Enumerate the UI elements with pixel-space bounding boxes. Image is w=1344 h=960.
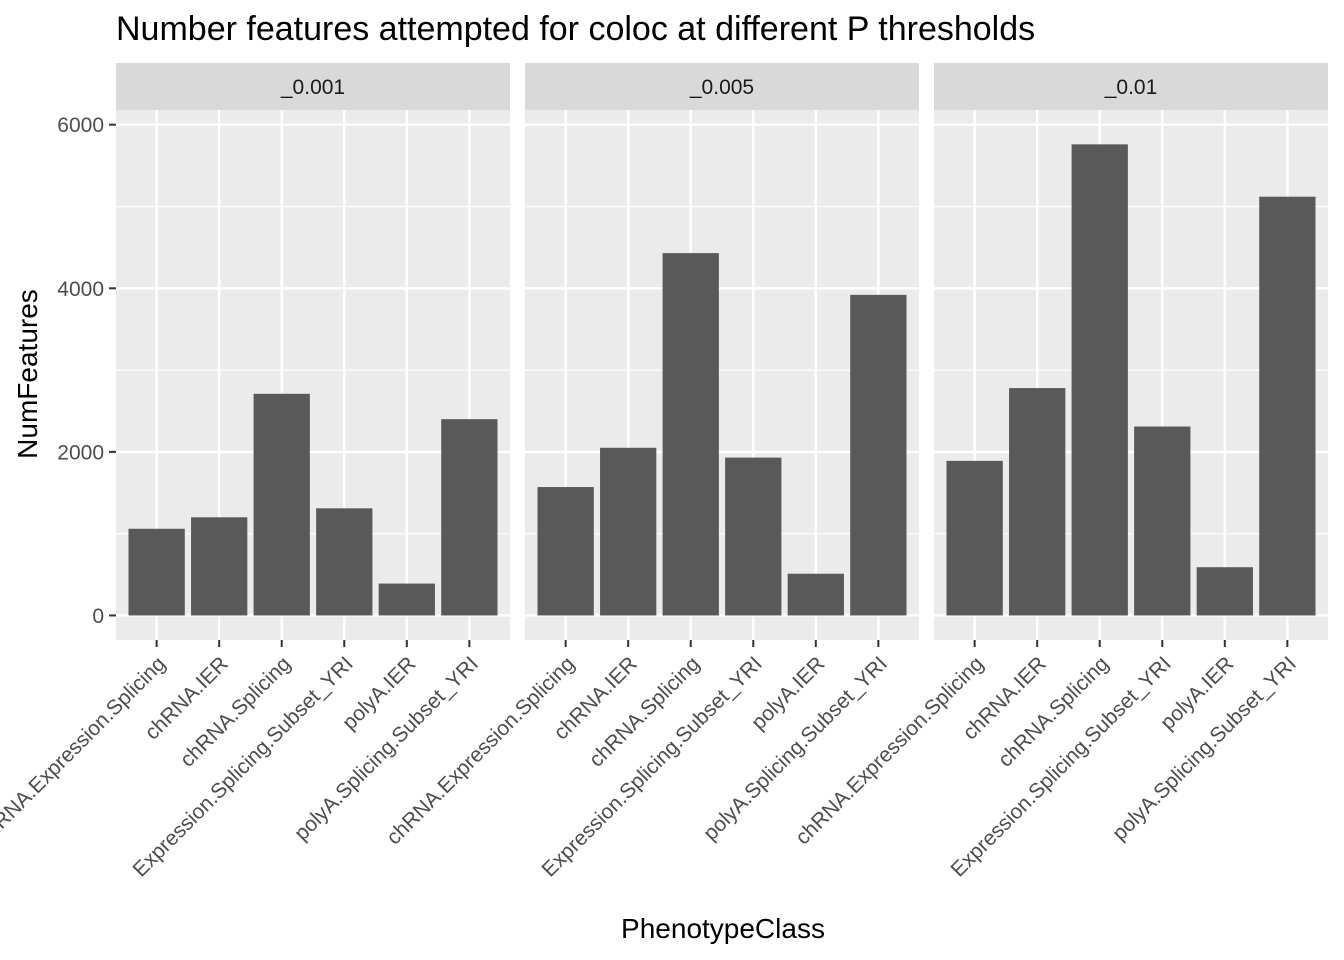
facet-panel-1: _0.001chRNA.Expression.SplicingchRNA.IER…: [0, 63, 510, 881]
x-tick-label: Expression.Splicing.Subset_YRI: [538, 652, 767, 881]
x-tick-label: chRNA.Splicing: [585, 652, 704, 771]
facet-strip: [525, 63, 919, 110]
bar: [1259, 196, 1316, 616]
chart-title: Number features attempted for coloc at d…: [116, 10, 1035, 48]
y-axis-title: NumFeatures: [12, 289, 43, 459]
bar: [1009, 388, 1066, 616]
facet-strip: [116, 63, 510, 110]
bar: [787, 573, 844, 616]
bar: [128, 528, 185, 616]
bar: [191, 517, 248, 616]
bar: [441, 419, 498, 616]
x-tick-label: Expression.Splicing.Subset_YRI: [129, 652, 358, 881]
facet-panels: _0.001chRNA.Expression.SplicingchRNA.IER…: [0, 63, 1328, 881]
bar: [1071, 144, 1128, 616]
bar: [600, 447, 657, 616]
x-tick-label: chRNA.Expression.Splicing: [791, 652, 988, 849]
y-tick-label: 0: [92, 605, 104, 628]
x-tick-label: chRNA.Expression.Splicing: [0, 652, 170, 849]
facet-strip-label: _0.01: [1104, 76, 1158, 99]
bar: [316, 508, 373, 616]
bar: [378, 583, 435, 616]
facet-strip: [934, 63, 1328, 110]
x-tick-label: chRNA.Expression.Splicing: [382, 652, 579, 849]
y-tick-label: 4000: [57, 278, 104, 301]
x-tick-label: Expression.Splicing.Subset_YRI: [947, 652, 1176, 881]
bar: [725, 457, 782, 616]
bar: [1196, 567, 1253, 616]
x-axis-title: PhenotypeClass: [621, 913, 825, 944]
bar: [946, 460, 1003, 616]
bar: [850, 294, 907, 616]
bar: [1134, 426, 1191, 616]
bar: [662, 253, 719, 616]
facet-strip-label: _0.005: [689, 76, 754, 99]
facet-strip-label: _0.001: [280, 76, 345, 99]
x-tick-label: chRNA.Splicing: [994, 652, 1113, 771]
y-tick-label: 6000: [57, 114, 104, 137]
bar: [537, 487, 594, 616]
x-tick-label: chRNA.Splicing: [176, 652, 295, 771]
y-axis: 0 2000 4000 6000: [57, 114, 116, 628]
y-tick-label: 2000: [57, 441, 104, 464]
bar: [253, 393, 310, 616]
